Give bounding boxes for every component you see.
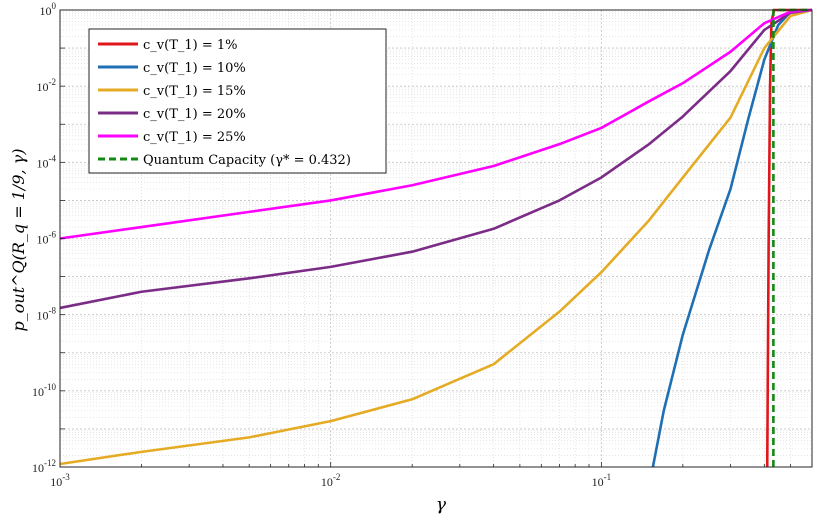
legend-label-3: c_v(T_1) = 15% bbox=[143, 84, 246, 99]
x-tick-labels: 10-3 10-2 10-1 bbox=[50, 472, 611, 489]
y-tick-label: 10-2 bbox=[37, 77, 57, 94]
y-tick-label: 10-4 bbox=[37, 153, 57, 170]
legend-label-6: Quantum Capacity (γ* = 0.432) bbox=[143, 153, 351, 168]
legend-label-5: c_v(T_1) = 25% bbox=[143, 130, 246, 145]
legend-label-4: c_v(T_1) = 20% bbox=[143, 107, 246, 122]
x-tick-label: 10-2 bbox=[321, 472, 341, 489]
y-tick-label: 10-8 bbox=[37, 306, 57, 323]
legend-label-2: c_v(T_1) = 10% bbox=[143, 61, 246, 76]
series-line-5 bbox=[59, 8, 813, 240]
y-tick-label: 10-12 bbox=[32, 458, 56, 475]
y-tick-label: 100 bbox=[40, 1, 57, 18]
legend: c_v(T_1) = 1% c_v(T_1) = 10% c_v(T_1) = 15… bbox=[88, 28, 387, 174]
x-tick-label: 10-1 bbox=[592, 472, 612, 489]
series-line-4 bbox=[59, 8, 813, 310]
y-tick-label: 10-6 bbox=[37, 230, 57, 247]
y-axis-label: p_out^Q(R_q = 1/9, γ) bbox=[9, 149, 28, 332]
y-tick-label: 10-10 bbox=[32, 382, 56, 399]
legend-box bbox=[88, 28, 387, 174]
x-axis-label: γ bbox=[436, 495, 447, 515]
legend-label-1: c_v(T_1) = 1% bbox=[143, 38, 238, 53]
series-line-3 bbox=[59, 8, 813, 466]
y-tick-labels: 100 10-2 10-4 10-6 10-8 10-10 10-12 bbox=[32, 1, 57, 475]
series-line-2 bbox=[651, 8, 813, 468]
x-tick-label: 10-3 bbox=[50, 472, 70, 489]
tick-marks bbox=[59, 9, 791, 468]
